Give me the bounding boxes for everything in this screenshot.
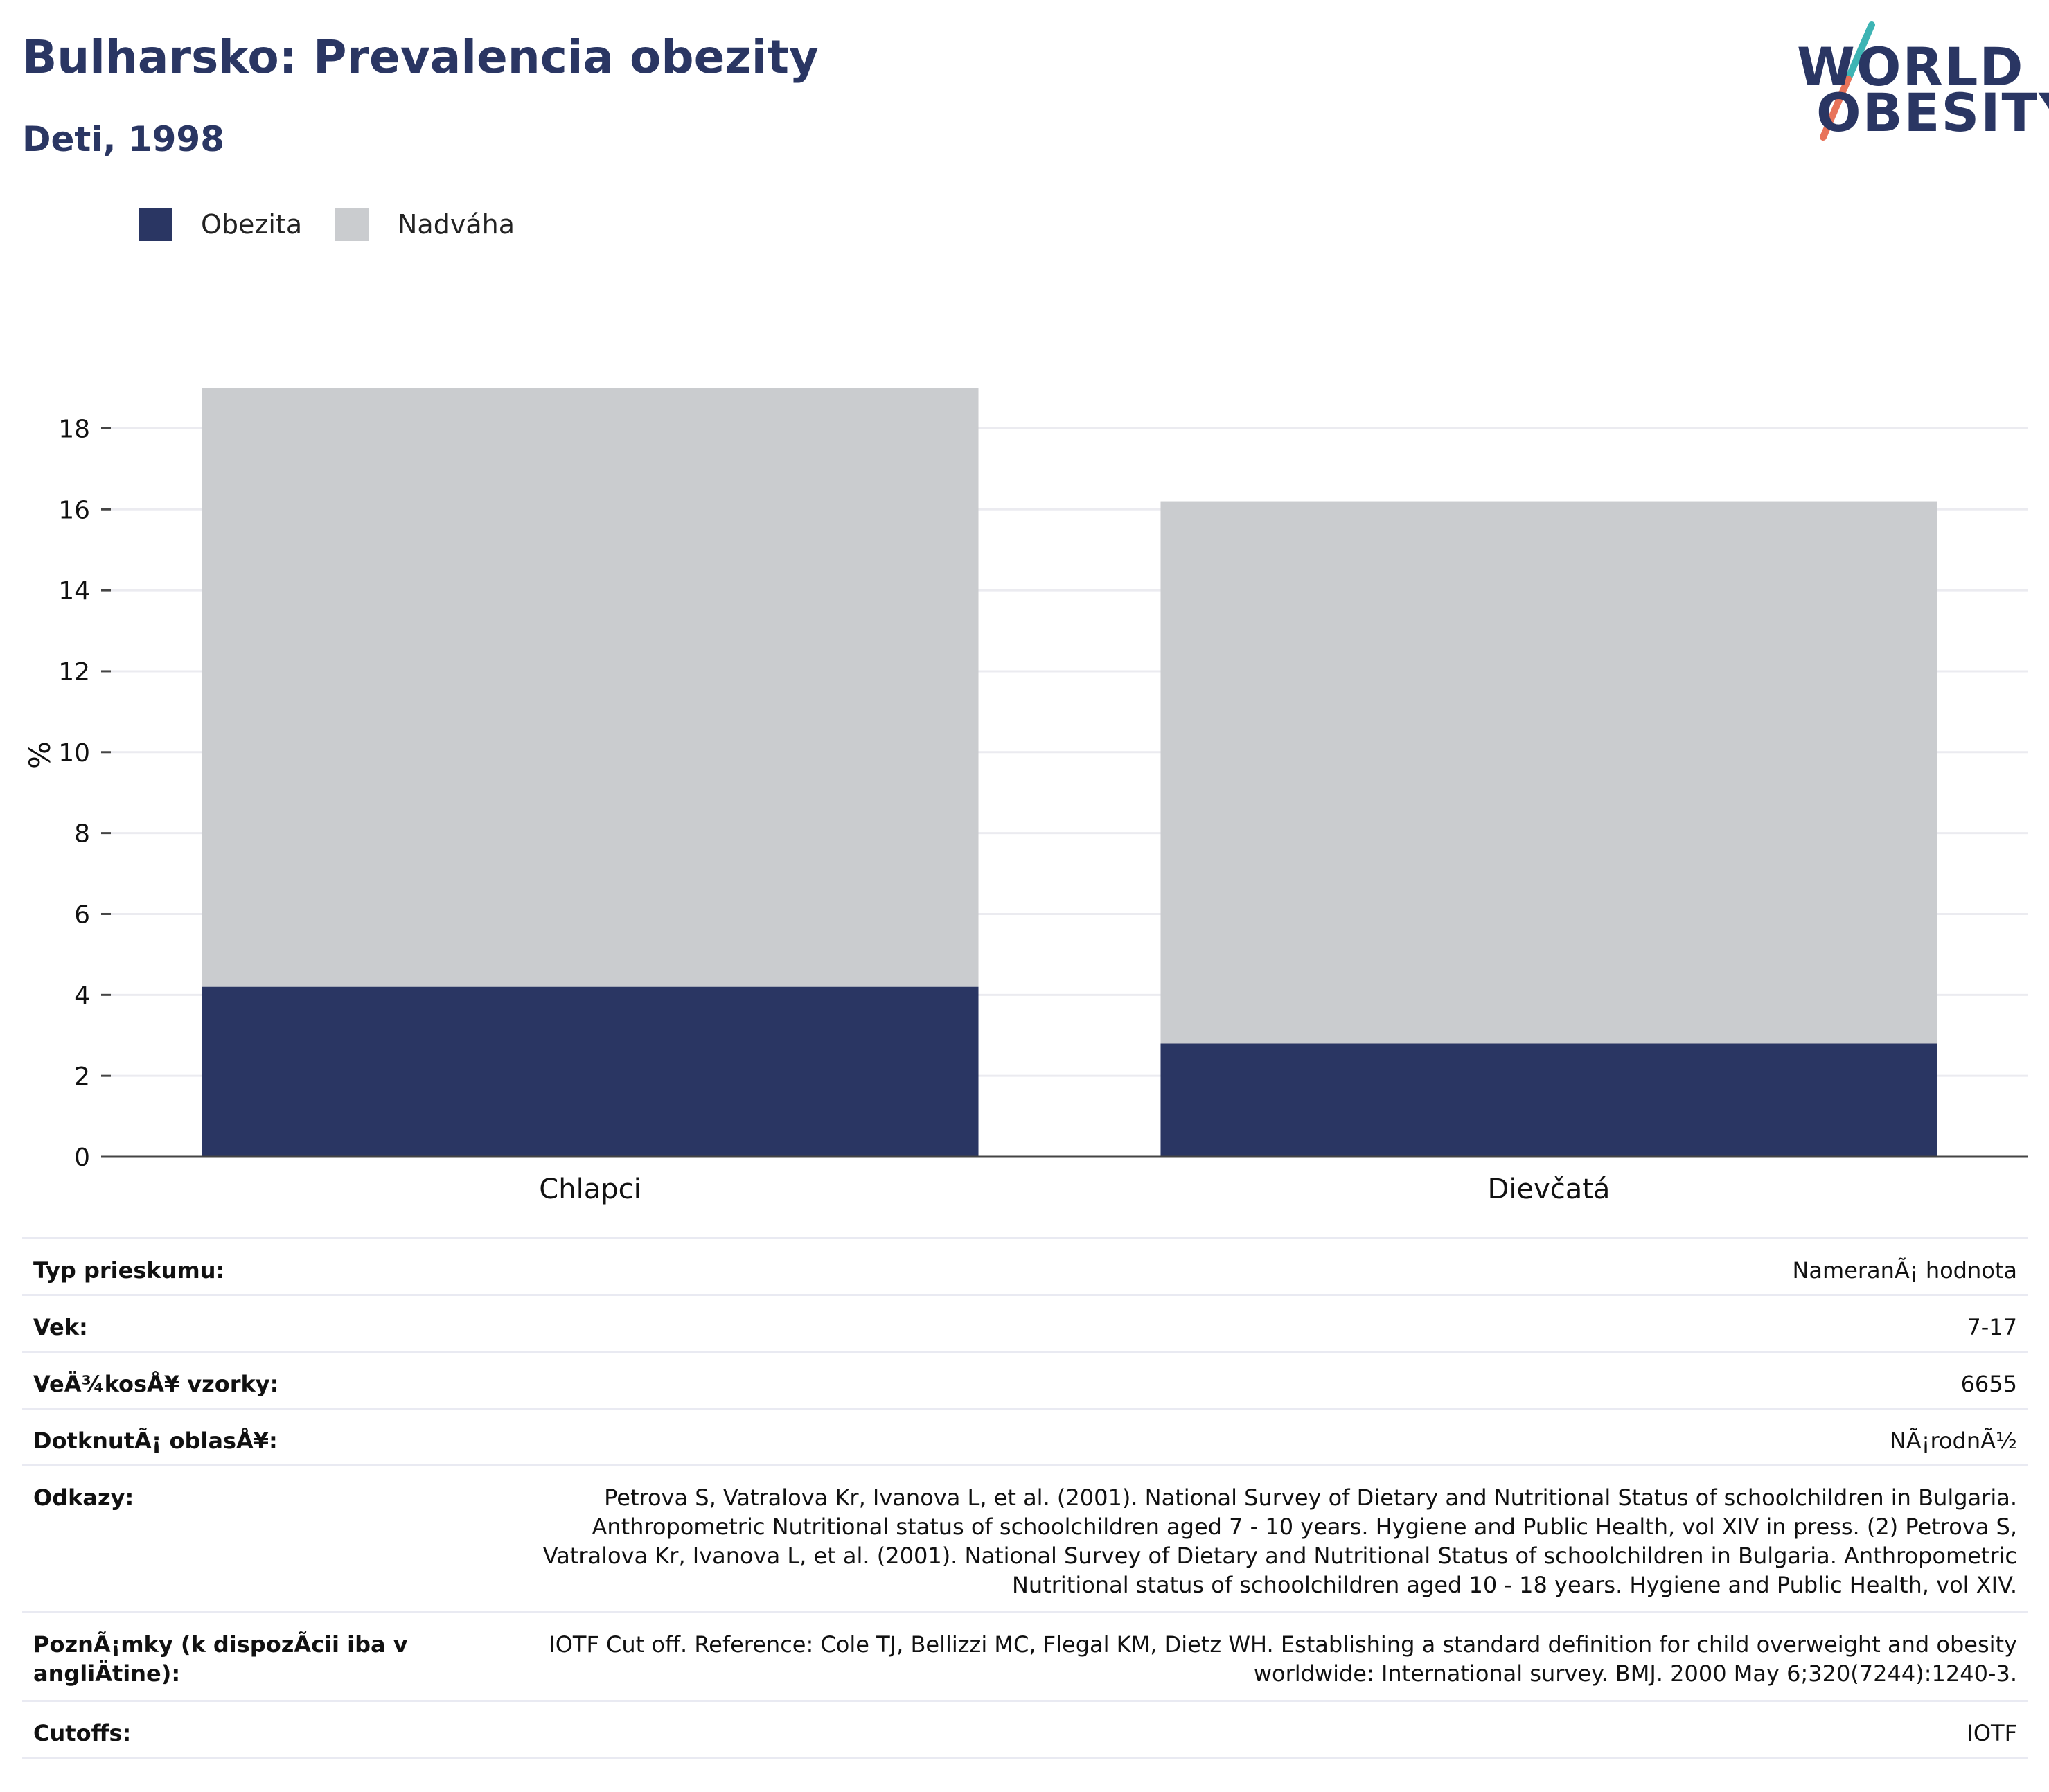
bar-nadvaha-0[interactable] [202,388,979,987]
stacked-bar-chart: 0 2 4 6 8 10 12 14 16 18 Chlapci Dievčatá % [23,388,2028,1205]
legend-swatch-obezita [139,208,172,241]
y-tick-label: 0 [74,1144,90,1172]
legend-swatch-nadvaha [335,208,369,241]
x-tick-label: Dievčatá [1488,1173,1611,1205]
info-row-value: NÃ¡rodnÃ½ [1889,1428,2017,1454]
chart-title: Bulharsko: Prevalencia obezity [22,30,819,84]
info-row-label: PoznÃ¡mky (k dispozÃ­cii iba v angliÄtin… [33,1631,408,1687]
y-tick-label: 16 [58,496,90,524]
info-row-label: Cutoffs: [33,1720,132,1746]
y-axis-label: % [23,741,57,769]
info-row: PoznÃ¡mky (k dispozÃ­cii iba v angliÄtin… [22,1611,2028,1702]
info-row: DotknutÃ¡ oblasÅ¥: NÃ¡rodnÃ½ [22,1408,2028,1466]
info-row-value: 6655 [1960,1371,2017,1397]
info-row-value: IOTF Cut off. Reference: Cole TJ, Belliz… [549,1631,2017,1687]
info-table-bottom-border [22,1757,2028,1759]
info-row-value: NameranÃ¡ hodnota [1792,1257,2017,1284]
y-tick-label: 2 [74,1063,90,1091]
y-tick-label: 10 [58,739,90,768]
info-row-label: VeÄ¾kosÅ¥ vzorky: [33,1371,279,1397]
y-tick-label: 8 [74,820,90,849]
legend-label-obezita: Obezita [201,209,303,240]
y-tick-label: 12 [58,658,90,686]
x-tick-label: Chlapci [539,1173,641,1205]
bars [202,388,1937,1157]
info-row-value: 7-17 [1967,1314,2017,1340]
info-row: Cutoffs: IOTF [22,1700,2028,1759]
info-row: Vek: 7-17 [22,1294,2028,1353]
bar-obezita-0[interactable] [202,986,979,1157]
info-row-label: Odkazy: [33,1484,134,1511]
info-row: Typ prieskumu: NameranÃ¡ hodnota [22,1237,2028,1296]
info-row-label: Typ prieskumu: [33,1257,225,1284]
bar-nadvaha-1[interactable] [1160,501,1937,1044]
info-row-label: DotknutÃ¡ oblasÅ¥: [33,1428,278,1454]
y-tick-label: 14 [58,577,90,605]
logo-slash-icon [1820,21,1875,141]
y-axis: 0 2 4 6 8 10 12 14 16 18 [58,415,111,1172]
legend-label-nadvaha: Nadváha [398,209,515,240]
logo-line2: OBESITY [1816,82,2049,143]
world-obesity-logo: WORLD OBESITY [1794,21,2049,145]
x-axis: Chlapci Dievčatá [111,1155,2028,1205]
info-row-value: Petrova S, Vatralova Kr, Ivanova L, et a… [542,1484,2017,1598]
y-tick-label: 4 [74,982,90,1010]
info-row-label: Vek: [33,1314,88,1340]
y-tick-label: 6 [74,901,90,929]
y-tick-label: 18 [58,415,90,443]
logo-line1: WORLD [1797,36,2025,98]
chart-subtitle: Deti, 1998 [22,119,225,159]
info-row: VeÄ¾kosÅ¥ vzorky: 6655 [22,1351,2028,1410]
info-row-value: IOTF [1967,1720,2017,1746]
bar-obezita-1[interactable] [1160,1043,1937,1157]
info-row: Odkazy: Petrova S, Vatralova Kr, Ivanova … [22,1464,2028,1613]
